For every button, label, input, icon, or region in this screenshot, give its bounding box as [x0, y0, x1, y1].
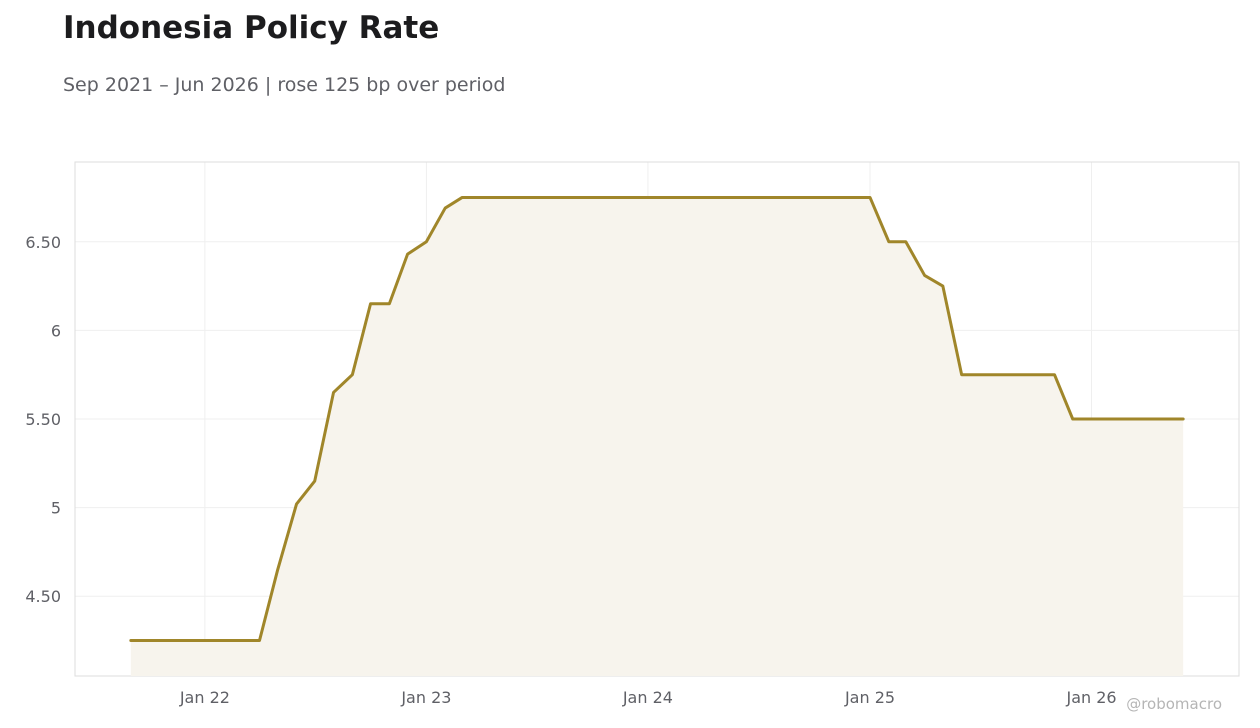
data-point	[387, 302, 391, 306]
data-point	[719, 195, 723, 199]
data-point	[184, 639, 188, 643]
data-point	[887, 240, 891, 244]
data-point	[406, 252, 410, 256]
data-point	[1015, 373, 1019, 377]
y-tick-label: 5	[51, 499, 61, 518]
x-tick-label: Jan 22	[179, 688, 230, 707]
data-point	[479, 195, 483, 199]
data-point	[627, 195, 631, 199]
data-point	[590, 195, 594, 199]
data-point	[960, 373, 964, 377]
data-point	[775, 195, 779, 199]
x-tick-label: Jan 26	[1065, 688, 1116, 707]
data-point	[609, 195, 613, 199]
y-axis: 4.50 5 5.50 6 6.50	[25, 233, 61, 606]
data-point	[572, 195, 576, 199]
y-tick-label: 4.50	[25, 587, 61, 606]
data-point	[1090, 417, 1094, 421]
data-point	[332, 390, 336, 394]
data-point	[1144, 417, 1148, 421]
data-point	[147, 639, 151, 643]
data-point	[868, 195, 872, 199]
data-point	[812, 195, 816, 199]
data-point	[369, 302, 373, 306]
data-point	[460, 195, 464, 199]
y-tick-label: 6	[51, 321, 61, 340]
data-point	[831, 195, 835, 199]
area-layer	[130, 197, 1184, 676]
data-point	[997, 373, 1001, 377]
data-point	[497, 195, 501, 199]
data-point	[313, 479, 317, 483]
data-point	[904, 240, 908, 244]
data-point	[665, 195, 669, 199]
line-layer	[129, 195, 1185, 643]
data-point	[1071, 417, 1075, 421]
data-point	[978, 373, 982, 377]
watermark: @robomacro	[1126, 695, 1222, 713]
data-point	[738, 195, 742, 199]
data-point	[239, 639, 243, 643]
data-point	[350, 373, 354, 377]
data-point	[276, 568, 280, 572]
data-point	[516, 195, 520, 199]
data-point	[203, 639, 207, 643]
data-point	[756, 195, 760, 199]
y-tick-label: 6.50	[25, 233, 61, 252]
data-point	[443, 206, 447, 210]
page-title: Indonesia Policy Rate	[63, 10, 440, 46]
x-tick-label: Jan 23	[400, 688, 451, 707]
data-point	[1034, 373, 1038, 377]
series-line	[129, 195, 1185, 643]
x-axis: Jan 22 Jan 23 Jan 24 Jan 25 Jan 26	[179, 688, 1117, 707]
y-tick-label: 5.50	[25, 410, 61, 429]
data-point	[701, 195, 705, 199]
data-point	[129, 639, 133, 643]
data-point	[1053, 373, 1057, 377]
data-point	[682, 195, 686, 199]
series-area	[130, 197, 1184, 676]
data-point	[534, 195, 538, 199]
data-point	[295, 502, 299, 506]
data-point	[1125, 417, 1129, 421]
data-point	[941, 284, 945, 288]
data-point	[424, 240, 428, 244]
data-point	[1162, 417, 1166, 421]
data-point	[923, 273, 927, 277]
data-point	[222, 639, 226, 643]
data-point	[553, 195, 557, 199]
data-point	[166, 639, 170, 643]
data-point	[646, 195, 650, 199]
data-point	[794, 195, 798, 199]
data-point	[257, 639, 261, 643]
data-point	[1108, 417, 1112, 421]
data-point	[849, 195, 853, 199]
x-tick-label: Jan 25	[844, 688, 895, 707]
page-subtitle: Sep 2021 – Jun 2026 | rose 125 bp over p…	[63, 74, 506, 96]
data-point	[1181, 417, 1185, 421]
x-tick-label: Jan 24	[622, 688, 673, 707]
